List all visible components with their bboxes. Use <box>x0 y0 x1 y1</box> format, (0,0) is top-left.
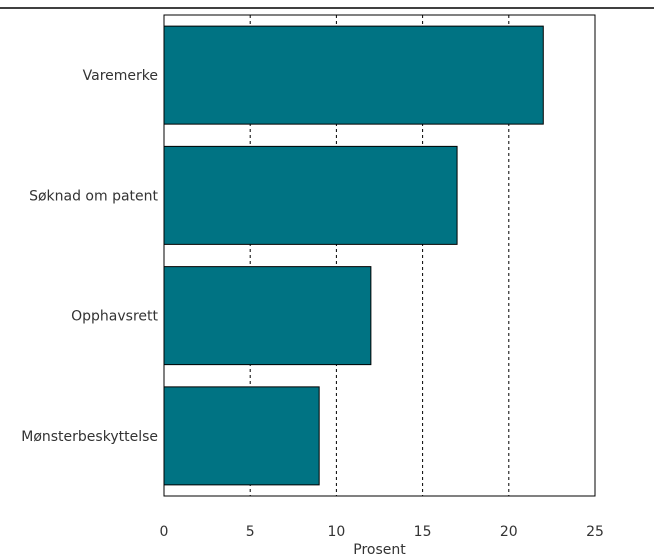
x-tick-label: 20 <box>500 524 518 540</box>
bars-group <box>163 25 544 486</box>
category-labels: Varemerke Søknad om patent Opphavsrett Møns… <box>21 68 158 445</box>
x-tick-label: 5 <box>246 524 255 540</box>
x-axis-title: Prosent <box>353 542 406 558</box>
bar <box>163 145 458 245</box>
bar <box>163 386 320 486</box>
category-label: Varemerke <box>83 68 158 84</box>
x-tick-labels: 0 5 10 15 20 25 <box>160 524 604 540</box>
category-label: Mønsterbeskyttelse <box>21 429 158 445</box>
category-label: Søknad om patent <box>29 188 158 204</box>
x-tick-label: 0 <box>160 524 169 540</box>
x-tick-label: 15 <box>414 524 432 540</box>
bar <box>163 266 372 366</box>
category-label: Opphavsrett <box>71 309 158 325</box>
x-tick-label: 10 <box>327 524 345 540</box>
plot-frame <box>163 14 596 497</box>
bar <box>163 25 544 125</box>
x-tick-label: 25 <box>586 524 604 540</box>
